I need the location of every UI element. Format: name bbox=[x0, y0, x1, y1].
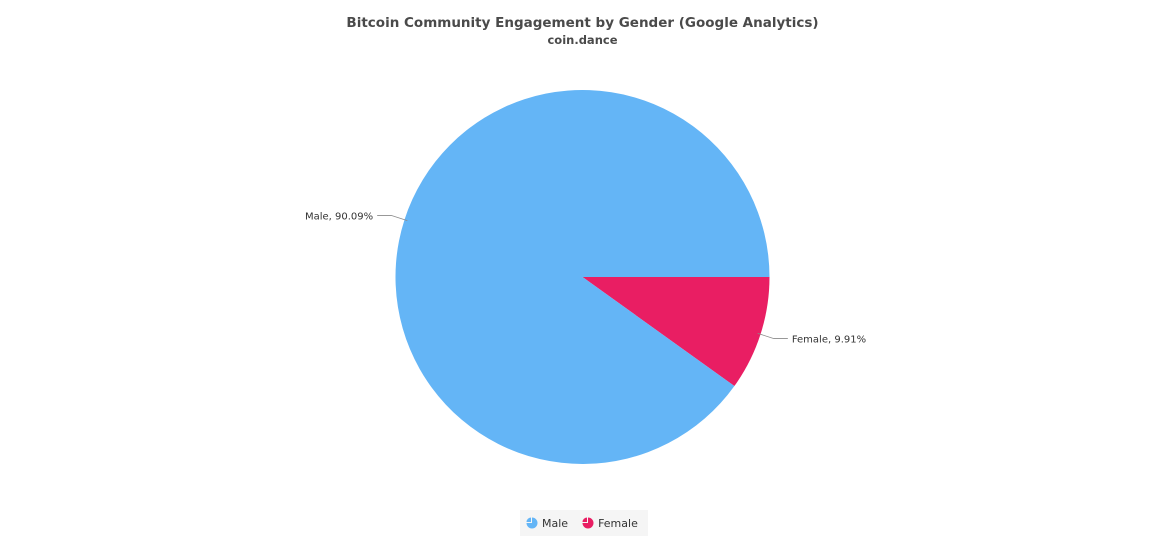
legend-item-female[interactable]: Female bbox=[582, 517, 638, 530]
slice-label-male: Male, 90.09% bbox=[305, 211, 373, 222]
legend-swatch-male-cut bbox=[526, 517, 531, 522]
chart-title: Bitcoin Community Engagement by Gender (… bbox=[346, 15, 819, 31]
legend-swatch-female-cut bbox=[582, 517, 588, 522]
pie-slice-male[interactable] bbox=[395, 90, 770, 465]
legend-label-male: Male bbox=[542, 516, 569, 530]
pie-icon bbox=[526, 517, 538, 529]
pie-icon bbox=[582, 517, 594, 529]
slice-label-female: Female, 9.91% bbox=[792, 335, 866, 346]
legend-swatch-female bbox=[582, 517, 594, 529]
leader-line-male bbox=[377, 215, 408, 222]
leader-line-female bbox=[757, 332, 788, 339]
legend-swatch-male bbox=[526, 517, 538, 529]
chart-legend: Male Female bbox=[520, 510, 648, 536]
legend-label-female: Female bbox=[598, 516, 638, 530]
chart-subtitle: coin.dance bbox=[547, 33, 618, 47]
pie-slice-female[interactable] bbox=[582, 277, 770, 387]
legend-item-male[interactable]: Male bbox=[526, 517, 568, 530]
